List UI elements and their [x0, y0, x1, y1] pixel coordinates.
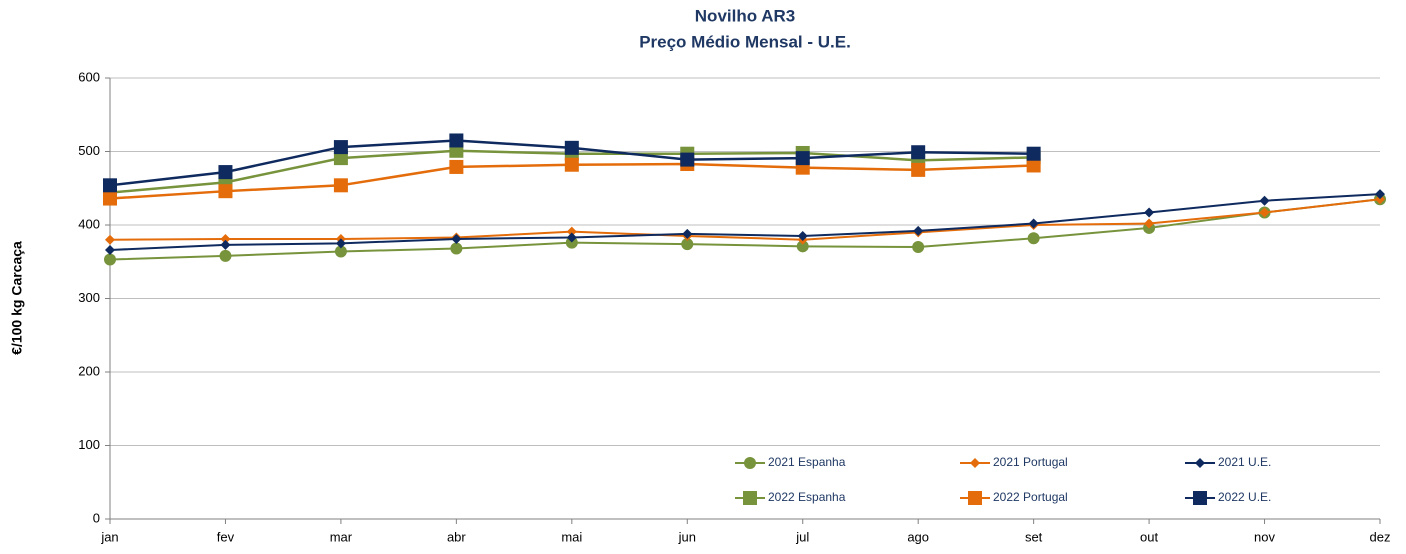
y-tick-label: 300 — [78, 290, 100, 305]
x-tick-label: abr — [447, 529, 466, 544]
data-point — [564, 140, 579, 155]
chart-title: Novilho AR3 — [695, 6, 795, 25]
x-tick-label: ago — [907, 529, 929, 544]
x-tick-label: jul — [795, 529, 809, 544]
chart-subtitle: Preço Médio Mensal - U.E. — [639, 32, 851, 51]
legend-label: 2022 Portugal — [993, 490, 1068, 504]
x-tick-label: jun — [678, 529, 696, 544]
x-tick-label: mai — [561, 529, 582, 544]
legend-label: 2022 U.E. — [1218, 490, 1271, 504]
legend-label: 2021 Espanha — [768, 455, 846, 469]
data-point — [1026, 146, 1041, 161]
data-point — [333, 140, 348, 155]
x-tick-label: out — [1140, 529, 1158, 544]
data-point — [333, 151, 348, 166]
legend-label: 2022 Espanha — [768, 490, 846, 504]
data-point — [450, 242, 463, 255]
data-point — [1027, 232, 1040, 245]
data-point — [449, 133, 464, 148]
data-point — [1026, 158, 1041, 173]
data-point — [218, 165, 233, 180]
data-point — [913, 225, 924, 236]
data-point — [1375, 189, 1385, 200]
data-point — [795, 151, 810, 166]
x-tick-label: dez — [1370, 529, 1391, 544]
data-point — [219, 249, 232, 262]
y-tick-label: 200 — [78, 363, 100, 378]
data-point — [333, 178, 348, 193]
data-point — [566, 226, 577, 237]
data-point — [1028, 218, 1039, 229]
x-tick-label: fev — [217, 529, 235, 544]
data-point — [1259, 195, 1270, 206]
data-point — [682, 228, 693, 239]
data-point — [105, 244, 115, 255]
legend-label: 2021 Portugal — [993, 455, 1068, 469]
data-point — [220, 233, 231, 244]
data-point — [564, 157, 579, 172]
data-point — [103, 191, 117, 206]
y-axis-label: €/100 kg Carcaça — [9, 241, 25, 355]
data-point — [1259, 207, 1270, 218]
data-point — [565, 236, 578, 249]
data-point — [335, 238, 346, 249]
data-point — [1375, 194, 1385, 205]
data-point — [911, 162, 926, 177]
data-point — [796, 240, 809, 253]
y-tick-label: 400 — [78, 216, 100, 231]
y-tick-label: 100 — [78, 437, 100, 452]
data-point — [220, 239, 231, 250]
data-point — [103, 178, 117, 193]
data-point — [451, 233, 462, 244]
data-point — [104, 253, 116, 266]
x-tick-label: mar — [330, 529, 353, 544]
data-point — [912, 241, 925, 254]
legend-marker — [970, 458, 980, 468]
series-line — [109, 198, 1381, 241]
data-point — [1144, 218, 1155, 229]
y-tick-label: 500 — [78, 143, 100, 158]
x-tick-label: nov — [1254, 529, 1275, 544]
data-point — [449, 159, 464, 174]
series-line — [109, 193, 1381, 251]
legend-marker — [1195, 458, 1205, 468]
data-point — [218, 184, 233, 199]
data-point — [680, 152, 695, 167]
data-point — [911, 145, 926, 160]
data-point — [566, 232, 577, 243]
legend-label: 2021 U.E. — [1218, 455, 1271, 469]
legend-marker — [1193, 491, 1207, 505]
legend-marker — [743, 491, 757, 505]
data-point — [797, 231, 808, 242]
x-tick-label: set — [1025, 529, 1043, 544]
data-point — [334, 245, 347, 258]
x-tick-label: jan — [100, 529, 118, 544]
data-point — [1144, 207, 1155, 218]
y-tick-label: 0 — [93, 510, 100, 525]
series-line — [109, 198, 1381, 261]
legend-marker — [968, 491, 982, 505]
data-point — [105, 234, 115, 245]
data-point — [681, 238, 694, 251]
y-tick-label: 600 — [78, 69, 100, 84]
legend-marker — [744, 457, 756, 469]
